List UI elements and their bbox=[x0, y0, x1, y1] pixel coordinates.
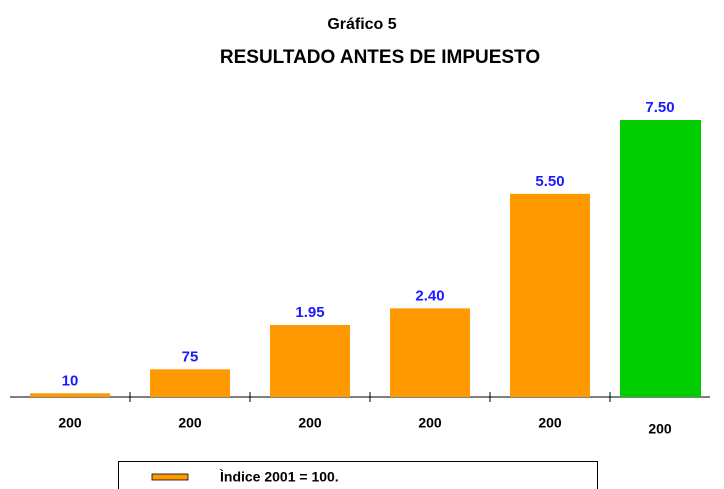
data-label: 2.40 bbox=[415, 287, 444, 304]
legend bbox=[118, 461, 598, 489]
data-label: 5.50 bbox=[535, 173, 564, 190]
legend-label: Ìndice 2001 = 100. bbox=[219, 469, 339, 485]
x-tick-label: 200 bbox=[178, 415, 202, 431]
chart-subtitle: RESULTADO ANTES DE IMPUESTO bbox=[220, 47, 540, 68]
bar bbox=[270, 324, 350, 397]
x-tick-label: 200 bbox=[538, 415, 562, 431]
data-label: 7.50 bbox=[645, 99, 674, 116]
bar bbox=[620, 120, 701, 397]
x-tick-label: 200 bbox=[648, 421, 672, 437]
bar bbox=[30, 393, 110, 397]
chart-title: Gráfico 5 bbox=[327, 16, 396, 33]
x-tick-label: 200 bbox=[298, 415, 322, 431]
legend-swatch bbox=[151, 473, 189, 481]
bar bbox=[390, 308, 470, 397]
x-tick-label: 200 bbox=[418, 415, 442, 431]
data-label: 10 bbox=[62, 372, 79, 389]
data-label: 1.95 bbox=[295, 304, 324, 321]
data-label: 75 bbox=[182, 348, 199, 365]
x-tick-label: 200 bbox=[58, 415, 82, 431]
bar bbox=[150, 369, 230, 397]
bar bbox=[510, 193, 590, 397]
